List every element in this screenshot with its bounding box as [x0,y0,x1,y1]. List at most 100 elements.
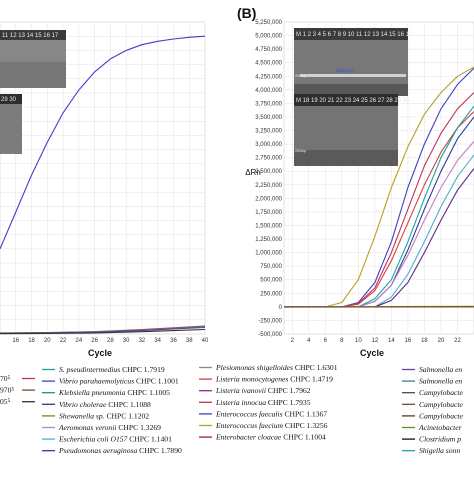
legend-entry: Campylobacte [419,411,463,420]
legend-strain: CHPC 1.7890 [137,446,182,455]
x-tick-label: 26 [91,338,98,344]
panel-b-gel-top: M 1 2 3 4 5 6 7 8 9 10 11 12 13 14 15 16… [294,28,413,96]
x-tick-label: 18 [421,338,428,344]
y-tick-label: 2,250,000 [255,183,282,189]
legend-entry: Salmonella en [419,377,462,386]
legend-species: Vibrio parahaemolyticus [59,377,134,386]
legend-strain: CHPC 1.1004 [281,433,326,442]
gel-lane-labels: 11 12 13 14 15 16 17 [2,33,59,39]
panel-b-label: (B) [237,5,256,21]
legend-species: Plesiomonas shigelloides [215,363,293,372]
x-tick-label: 32 [139,338,146,344]
legend-strain: CHPC 1.6301 [293,363,338,372]
gel-band-label: 118bp/up [335,68,354,73]
x-tick-label: 28 [107,338,114,344]
legend-entry: Vibrio parahaemolyticus CHPC 1.1001 [59,377,179,386]
legend-strain: CHPC 1.4719 [288,375,333,384]
y-tick-label: 4,500,000 [255,61,282,67]
legend-entry: Escherichia coli O157 CHPC 1.1401 [58,435,172,444]
y-tick-label: 1,250,000 [255,237,282,243]
legend-species: Enterococcus faecalis [215,409,283,418]
y-tick-label: 0 [279,305,283,311]
y-tick-label: 1,750,000 [255,210,282,216]
legend-entry: Vibrio cholerae CHPC 1.1088 [59,400,151,409]
x-tick-label: 38 [186,338,193,344]
legend-strain: CHPC 1.1001 [134,377,179,386]
legend-entry: Salmonella en [419,365,462,374]
legend-entry: 970⁵ [0,386,14,395]
panel-b-gel-bottom: M 18 19 20 21 22 23 24 25 26 27 28 29 30… [294,94,410,166]
gel-size-marker: 250bp [295,73,307,78]
panel-a-gel-top: 11 12 13 14 15 16 17 [0,30,66,88]
legend-species: Vibrio cholerae [59,400,107,409]
legend-strain: CHPC 1.7962 [266,386,311,395]
legend-species: S. pseudintermedius [59,365,120,374]
legend-species: Pseudomonas aeruginosa [58,446,137,455]
x-tick-label: 18 [28,338,35,344]
gel-lane-labels: M 1 2 3 4 5 6 7 8 9 10 11 12 13 14 15 16… [296,32,413,38]
x-tick-label: 34 [154,338,161,344]
legend-strain: CHPC 1.1005 [125,388,170,397]
y-tick-label: 4,000,000 [255,88,282,94]
legend-species: Listeria ivanovii [215,386,266,395]
x-tick-label: 2 [291,338,295,344]
y-tick-label: -500,000 [258,332,282,338]
legend-strain: CHPC 1.7919 [120,365,165,374]
x-tick-label: 12 [372,338,379,344]
panel-b: (B) 5,250,0005,000,0004,750,0004,500,000… [237,5,474,358]
legend-entry: Klebsiella pneumonia CHPC 1.1005 [58,388,170,397]
y-tick-label: 4,750,000 [255,47,282,53]
legend-entry: Aeromonas veronii CHPC 1.3269 [58,423,161,432]
legend-species: Escherichia coli O157 [58,435,129,444]
y-tick-label: 3,500,000 [255,115,282,121]
x-tick-label: 16 [12,338,19,344]
x-tick-label: 16 [405,338,412,344]
panel-b-x-axis-label: Cycle [360,348,384,358]
legend-strain: CHPC 1.1367 [283,409,328,418]
x-tick-label: 40 [202,338,209,344]
x-tick-label: 22 [60,338,67,344]
y-tick-label: 250,000 [260,291,282,297]
legend-strain: CHPC 1.1088 [106,400,151,409]
y-tick-label: 1,000,000 [255,251,282,257]
legend-species: Enterobacter cloacae [215,433,282,442]
legend-entry: Clostridium p [419,435,461,444]
y-tick-label: 3,000,000 [255,142,282,148]
x-tick-label: 22 [454,338,461,344]
legend-entry: S. pseudintermedius CHPC 1.7919 [59,365,165,374]
gel-size-marker: 250bp [295,148,307,153]
y-tick-label: 2,000,000 [255,196,282,202]
legend-entry: 05⁵ [0,397,11,406]
y-tick-label: 2,750,000 [255,156,282,162]
y-tick-label: 4,250,000 [255,74,282,80]
y-tick-label: 3,750,000 [255,101,282,107]
y-tick-label: 5,250,000 [255,20,282,26]
legend-entry: Campylobacte [419,388,463,397]
y-tick-label: 3,250,000 [255,129,282,135]
legend-strain: CHPC 1.1202 [105,411,150,420]
x-tick-label: 24 [76,338,83,344]
legend-species: Listeria monocytogenes [215,375,288,384]
panel-b-y-axis-label: ΔRn [245,168,261,177]
legend-entry: Enterococcus faecalis CHPC 1.1367 [215,409,327,418]
legend-entry: Shewanella sp. CHPC 1.1202 [59,411,149,420]
legend-strain: CHPC 1.3256 [283,421,328,430]
legend-entry: Enterococcus faecium CHPC 1.3256 [215,421,328,430]
panel-a-x-axis-label: Cycle [88,348,112,358]
legend-entry: Acinetobacter [418,423,462,432]
legend-entry: 70⁵ [0,374,11,383]
y-tick-label: 750,000 [260,264,282,270]
legend-entry: Enterobacter cloacae CHPC 1.1004 [215,433,326,442]
legend-strain: CHPC 1.7935 [266,398,311,407]
legend-species: Enterococcus faecium [215,421,283,430]
legend-entry: Pseudomonas aeruginosa CHPC 1.7890 [58,446,182,455]
legend-entry: Listeria innocua CHPC 1.7935 [215,398,311,407]
legend: 70⁵ 970⁵ 05⁵ S. pseudintermedius CHPC 1.791… [0,363,463,455]
legend-strain: CHPC 1.1401 [127,435,172,444]
panel-a-gel-bottom: 29 30 [0,94,22,154]
